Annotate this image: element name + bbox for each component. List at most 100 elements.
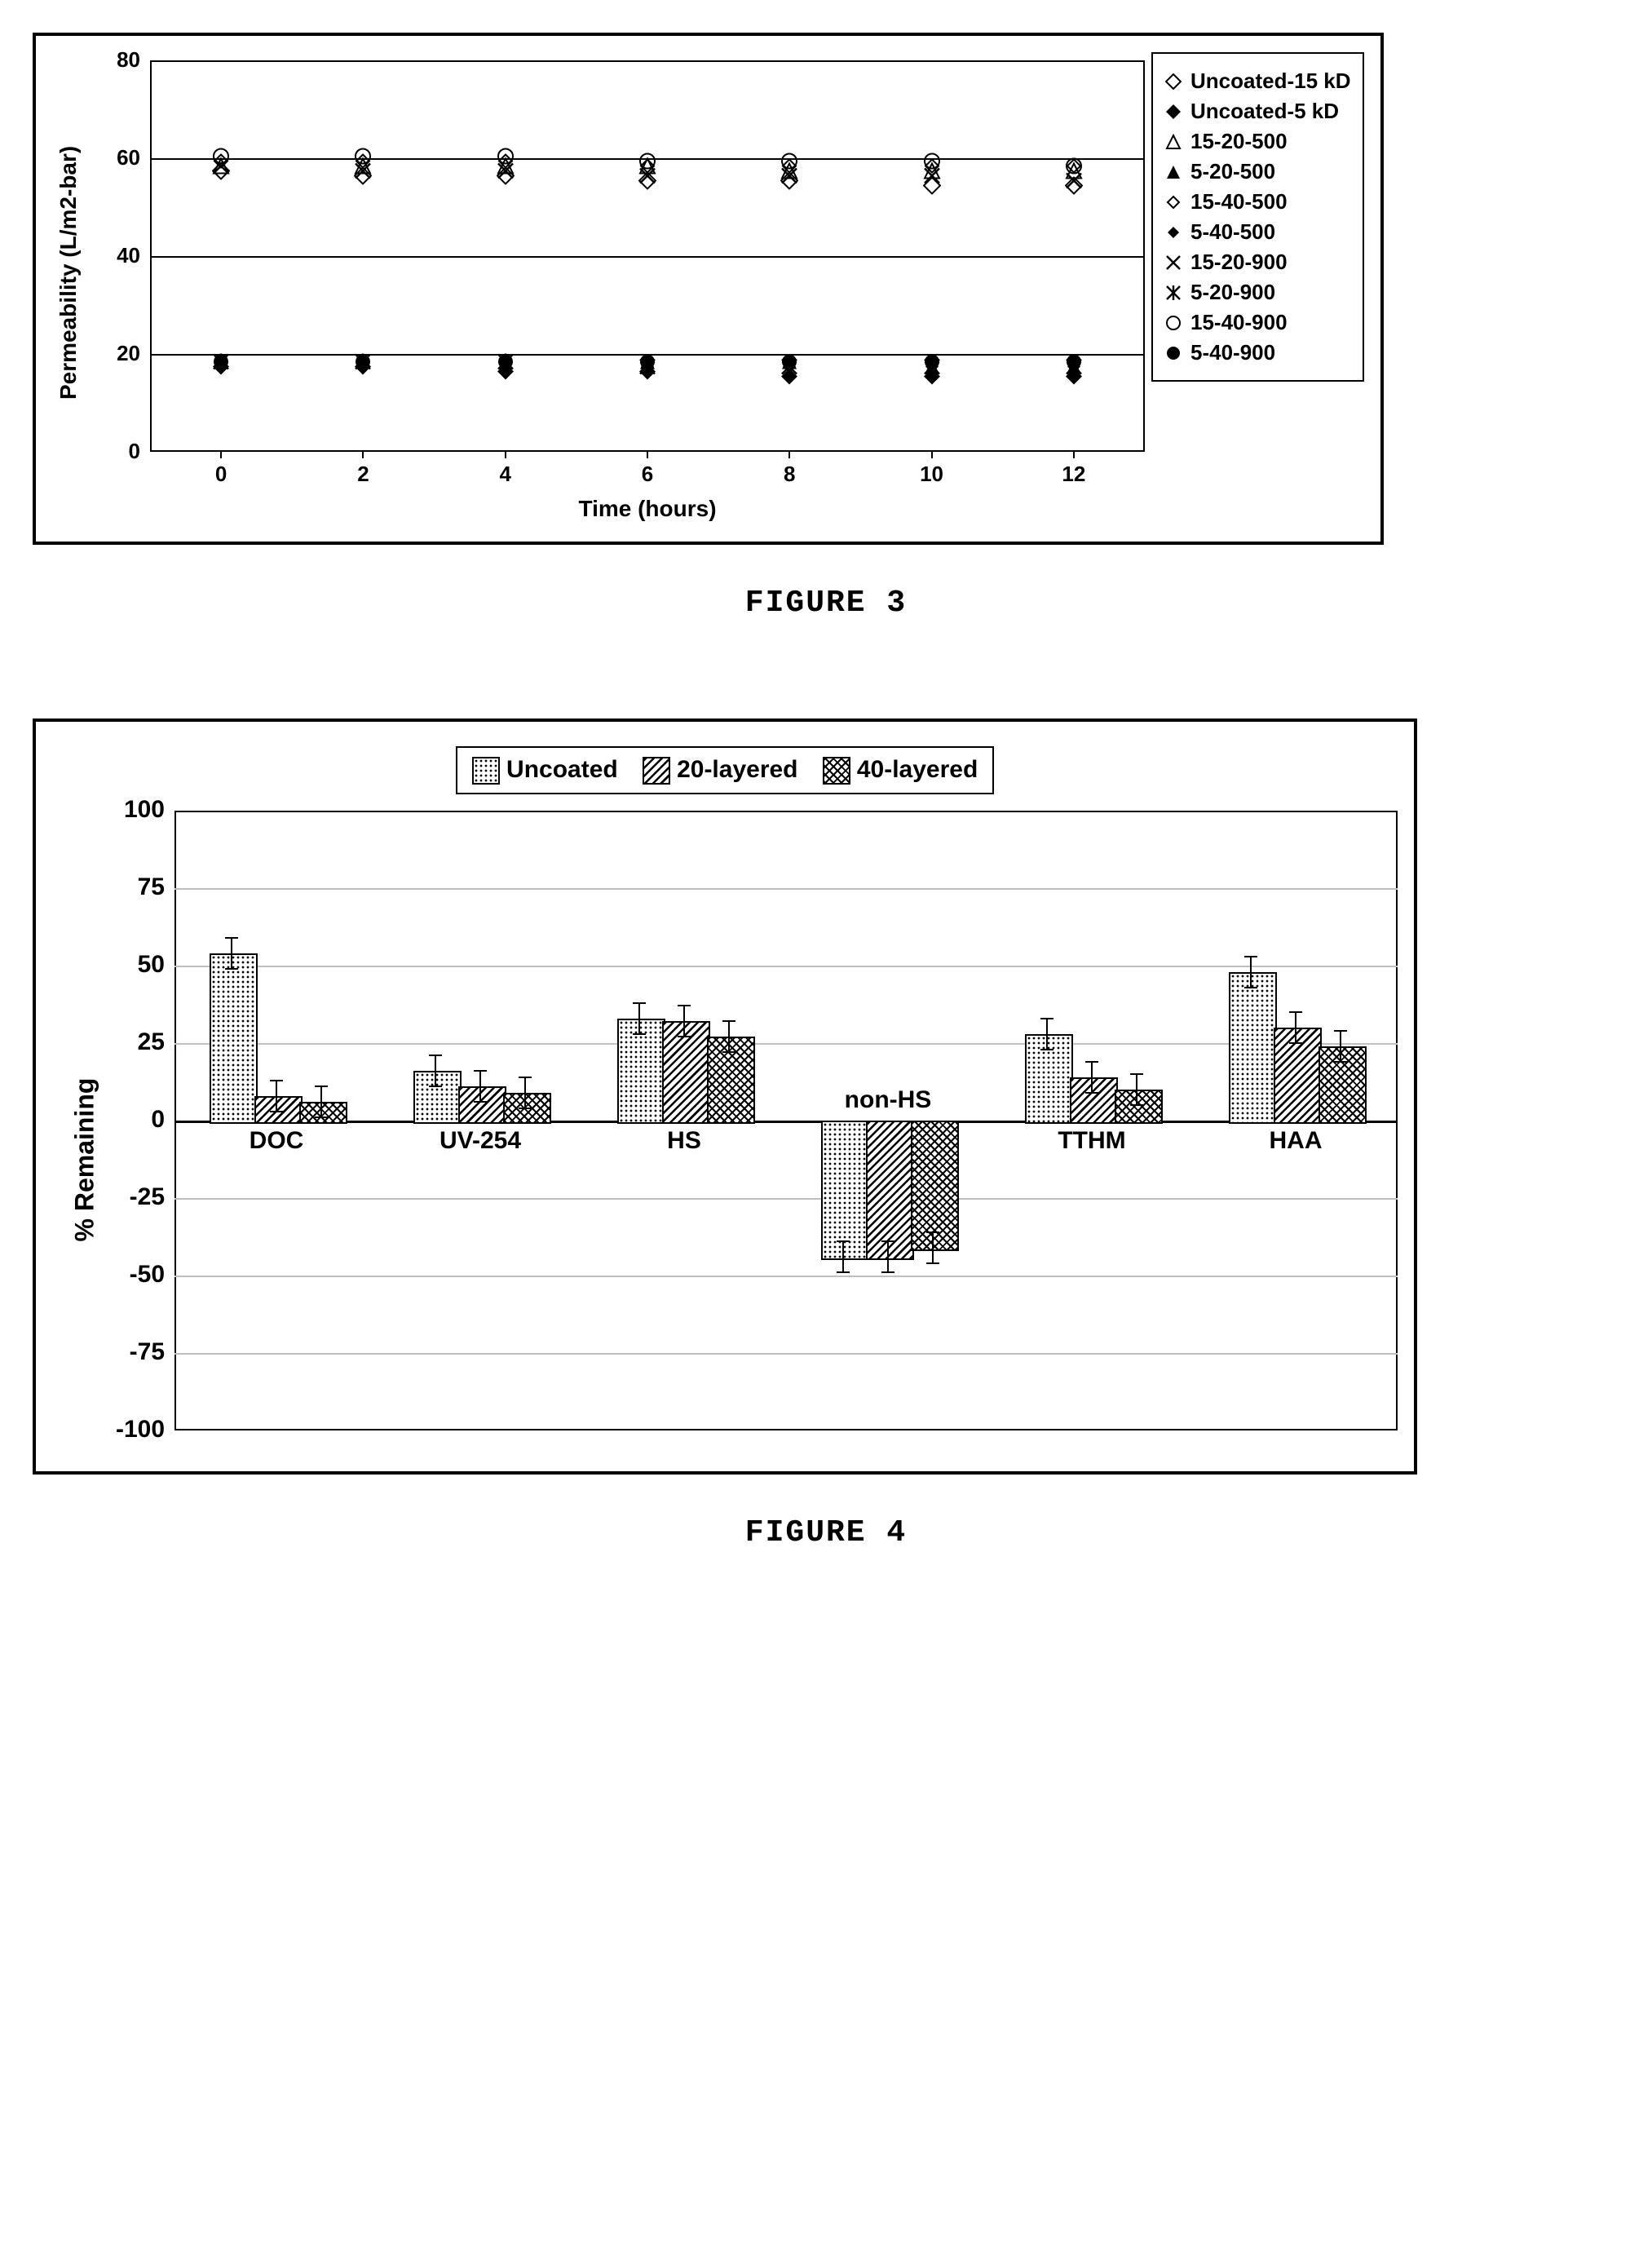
legend-marker-icon (1164, 254, 1182, 272)
legend-marker-icon (1164, 73, 1182, 91)
data-point (923, 153, 941, 175)
bar (1070, 1077, 1118, 1124)
data-point (497, 353, 515, 375)
y-tick-label: 80 (91, 47, 140, 73)
bar (1319, 1046, 1367, 1124)
legend-label: Uncoated-15 kD (1190, 69, 1351, 94)
x-tick-label: 4 (499, 462, 510, 487)
legend-item: 5-40-500 (1164, 219, 1351, 245)
data-point (780, 353, 798, 375)
category-label: TTHM (1058, 1127, 1125, 1155)
legend-item: Uncoated-5 kD (1164, 99, 1351, 124)
legend-label: 40-layered (850, 756, 978, 783)
data-point (497, 148, 515, 170)
figure-3-row: Permeability (L/m2-bar) 0204060800246810… (52, 52, 1364, 525)
y-tick-label: 25 (101, 1028, 165, 1056)
legend-label: 5-40-500 (1190, 219, 1275, 245)
category-label: HAA (1270, 1127, 1323, 1155)
bar-plot: -100-75-50-250255075100DOCUV-254HSnon-HS… (174, 811, 1398, 1430)
legend-item: Uncoated-15 kD (1164, 69, 1351, 94)
x-tick-label: 6 (642, 462, 653, 487)
data-point (354, 148, 372, 170)
x-tick-label: 8 (784, 462, 795, 487)
legend-marker-icon (1164, 163, 1182, 181)
bar (1229, 972, 1277, 1124)
x-tick-label: 10 (920, 462, 943, 487)
category-label: DOC (250, 1127, 304, 1155)
legend-label: 5-20-500 (1190, 159, 1275, 184)
bar (413, 1071, 462, 1124)
data-point (638, 353, 656, 375)
figure-3: Permeability (L/m2-bar) 0204060800246810… (33, 33, 1619, 621)
legend-label: 5-40-900 (1190, 340, 1275, 365)
y-tick-label: -25 (101, 1183, 165, 1211)
legend-label: 15-20-500 (1190, 129, 1288, 154)
legend-marker-icon (1164, 344, 1182, 362)
legend-swatch-icon (823, 757, 850, 785)
legend-item: 15-40-900 (1164, 310, 1351, 335)
y-tick-label: 0 (91, 439, 140, 464)
legend-item: 20-layered (643, 756, 798, 785)
legend-item: 15-40-500 (1164, 189, 1351, 214)
y-axis-label: % Remaining (70, 1030, 100, 1242)
legend-marker-icon (1164, 284, 1182, 302)
legend-item: 40-layered (823, 756, 978, 785)
legend-label: 20-layered (670, 756, 798, 783)
y-tick-label: -50 (101, 1261, 165, 1289)
bar (299, 1102, 347, 1124)
bar (821, 1121, 869, 1260)
data-point (923, 353, 941, 375)
data-point (638, 153, 656, 175)
y-tick-label: 50 (101, 951, 165, 979)
legend-label: Uncoated (500, 756, 618, 783)
legend-item: 5-40-900 (1164, 340, 1351, 365)
legend-label: 15-40-500 (1190, 189, 1288, 214)
y-tick-label: 75 (101, 873, 165, 901)
figure-caption: FIGURE 3 (33, 586, 1619, 621)
data-point (1065, 353, 1083, 375)
y-tick-label: 100 (101, 796, 165, 824)
legend-item: Uncoated (472, 756, 618, 785)
figure-3-frame: Permeability (L/m2-bar) 0204060800246810… (33, 33, 1384, 545)
legend-label: 15-40-900 (1190, 310, 1288, 335)
bar-plot-wrap: % Remaining -100-75-50-250255075100DOCUV… (52, 803, 1398, 1447)
legend-item: 5-20-900 (1164, 280, 1351, 305)
bar (210, 953, 258, 1124)
data-point (1065, 157, 1083, 179)
x-tick-label: 2 (357, 462, 369, 487)
y-tick-label: -100 (101, 1416, 165, 1444)
legend-item: 15-20-500 (1164, 129, 1351, 154)
legend-item: 15-20-900 (1164, 250, 1351, 275)
category-label: non-HS (845, 1086, 932, 1114)
legend-marker-icon (1164, 133, 1182, 151)
x-tick-label: 12 (1062, 462, 1085, 487)
figure-caption: FIGURE 4 (33, 1515, 1619, 1550)
bar (1025, 1034, 1073, 1124)
bar-legend: Uncoated 20-layered 40-layered (456, 746, 995, 794)
data-point (780, 153, 798, 175)
data-point (354, 353, 372, 375)
y-tick-label: 60 (91, 145, 140, 170)
y-tick-label: 20 (91, 341, 140, 366)
legend-marker-icon (1164, 193, 1182, 211)
category-label: UV-254 (440, 1127, 521, 1155)
legend-label: 15-20-900 (1190, 250, 1288, 275)
x-tick-label: 0 (215, 462, 227, 487)
y-tick-label: -75 (101, 1338, 165, 1366)
y-tick-label: 0 (101, 1106, 165, 1134)
bar (866, 1121, 914, 1260)
bar (707, 1037, 755, 1124)
scatter-plot: 020406080024681012 (150, 60, 1145, 452)
legend-item: 5-20-500 (1164, 159, 1351, 184)
bar (1115, 1090, 1163, 1124)
legend-swatch-icon (472, 757, 500, 785)
bar (458, 1086, 506, 1124)
scatter-legend: Uncoated-15 kD Uncoated-5 kD 15-20-500 5-20… (1151, 52, 1364, 382)
bar-legend-wrap: Uncoated 20-layered 40-layered (52, 746, 1398, 803)
scatter-plot-wrap: Permeability (L/m2-bar) 0204060800246810… (52, 52, 1145, 525)
figure-4: Uncoated 20-layered 40-layered % Remaini… (33, 719, 1619, 1550)
legend-marker-icon (1164, 103, 1182, 121)
y-axis-label: Permeability (L/m2-bar) (55, 139, 82, 400)
legend-marker-icon (1164, 223, 1182, 241)
y-tick-label: 40 (91, 243, 140, 268)
